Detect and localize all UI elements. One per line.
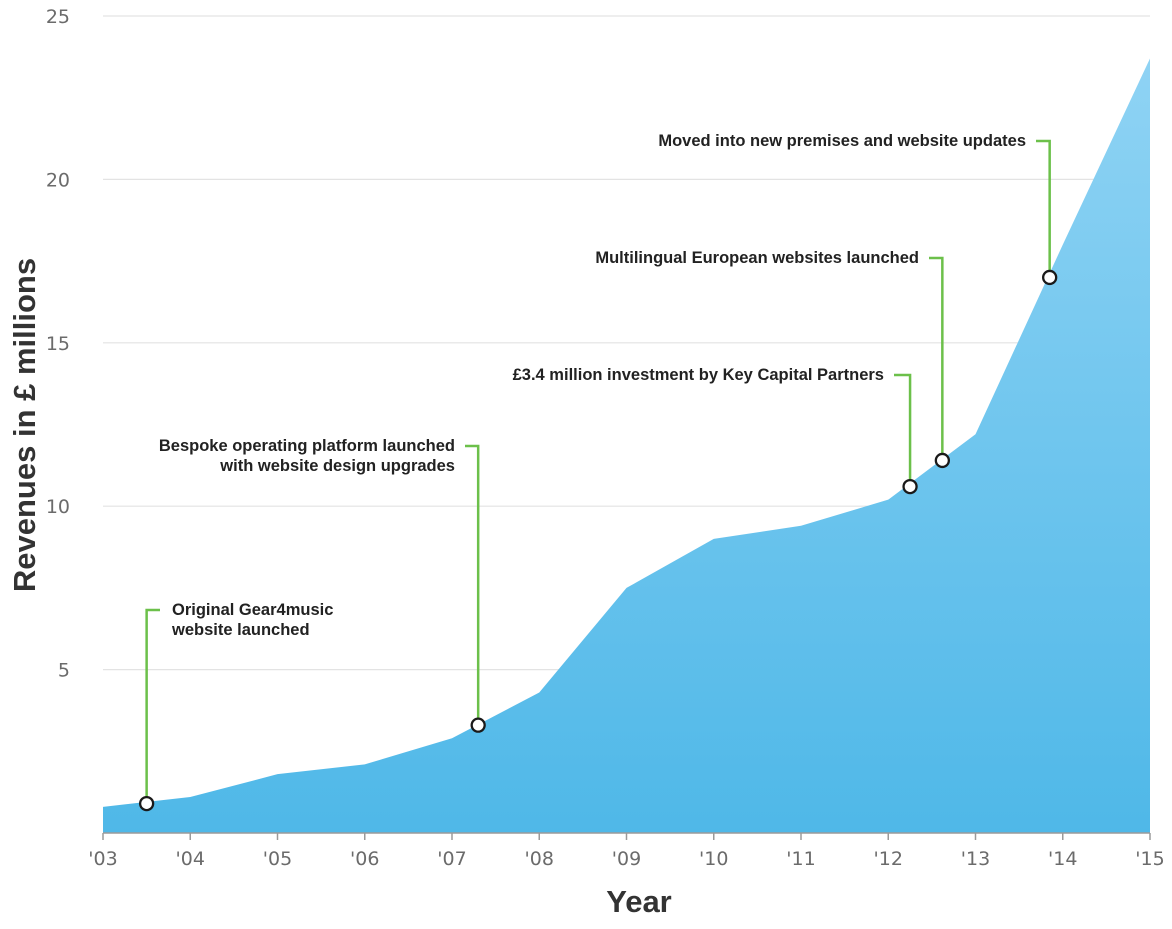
- x-axis-title: Year: [606, 884, 672, 919]
- x-tick-label: '13: [961, 848, 990, 870]
- callout-line: [894, 373, 912, 480]
- x-tick-label: '14: [1048, 848, 1077, 870]
- y-tick-label: 15: [46, 333, 70, 355]
- callout-line: [465, 444, 480, 719]
- annotation-text: website launched: [171, 621, 310, 639]
- x-tick-label: '04: [176, 848, 205, 870]
- annotation-text: £3.4 million investment by Key Capital P…: [513, 366, 884, 384]
- annotation-platform: Bespoke operating platform launched with …: [159, 437, 486, 733]
- x-tick-label: '08: [525, 848, 554, 870]
- x-tick-label: '06: [350, 848, 379, 870]
- annotation-text: with website design upgrades: [219, 457, 455, 475]
- callout-line: [1036, 139, 1051, 271]
- annotation-premises: Moved into new premises and website upda…: [658, 132, 1058, 286]
- x-tick-label: '10: [699, 848, 728, 870]
- event-marker: [1042, 269, 1058, 286]
- x-tick-label: '15: [1135, 848, 1164, 870]
- event-marker: [934, 452, 950, 469]
- annotation-text: Bespoke operating platform launched: [159, 437, 455, 455]
- y-tick-labels: 5 10 15 20 25: [46, 6, 70, 682]
- annotation-european: Multilingual European websites launched: [595, 249, 950, 469]
- y-tick-label: 20: [46, 169, 70, 191]
- x-tick-label: '12: [874, 848, 903, 870]
- annotation-text: Original Gear4music: [172, 601, 333, 619]
- x-tick-labels: '03 '04 '05 '06 '07 '08 '09 '10 '11 '12 '13 '14 '15: [88, 832, 1165, 870]
- x-tick-label: '07: [437, 848, 466, 870]
- y-tick-label: 10: [46, 496, 70, 518]
- x-tick-label: '03: [88, 848, 117, 870]
- annotation-investment: £3.4 million investment by Key Capital P…: [513, 366, 918, 495]
- callout-line: [145, 608, 160, 797]
- callout-line: [929, 256, 944, 454]
- annotation-text: Multilingual European websites launched: [595, 249, 919, 267]
- event-marker: [138, 795, 155, 812]
- y-axis-title: Revenues in £ millions: [7, 258, 42, 592]
- annotation-gear4music: Original Gear4music website launched: [138, 601, 333, 812]
- annotation-text: Moved into new premises and website upda…: [658, 132, 1026, 150]
- event-marker: [470, 717, 486, 733]
- y-tick-label: 25: [46, 6, 70, 28]
- x-tick-label: '09: [612, 848, 641, 870]
- x-tick-label: '11: [786, 848, 815, 870]
- revenue-area: [103, 58, 1150, 833]
- event-marker: [902, 478, 918, 495]
- x-tick-label: '05: [263, 848, 292, 870]
- y-tick-label: 5: [58, 660, 70, 682]
